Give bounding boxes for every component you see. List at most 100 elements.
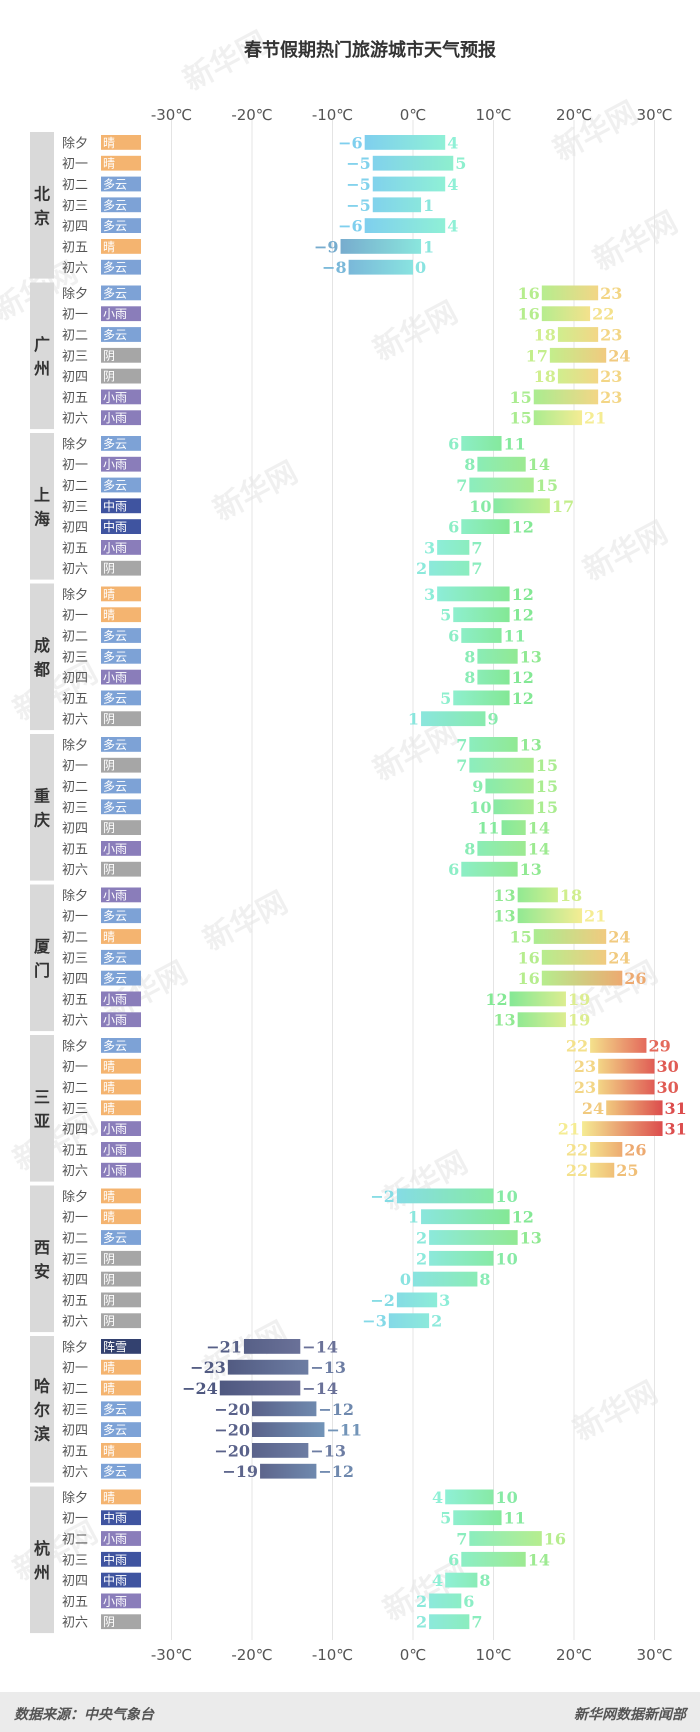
weather-label: 晴 — [103, 1101, 115, 1115]
weather-label: 阴 — [103, 712, 115, 726]
temp-range-bar — [429, 560, 470, 576]
weather-badge — [101, 1510, 141, 1526]
city-name: 杭州 — [33, 1539, 50, 1582]
temp-range-bar — [227, 1359, 309, 1375]
city-label-bg — [30, 884, 54, 1032]
high-temp-label: 30 — [657, 1057, 679, 1076]
temp-range-bar — [533, 929, 607, 944]
day-label: 初四 — [62, 972, 88, 987]
weather-label: 多云 — [103, 780, 127, 794]
high-temp-label: −13 — [310, 1441, 346, 1460]
high-temp-label: 12 — [512, 668, 534, 687]
credit: 新华网数据新闻部 — [574, 1707, 686, 1723]
high-temp-label: 23 — [600, 284, 622, 303]
weather-label: 中雨 — [103, 1510, 127, 1525]
temp-range-bar — [445, 1572, 478, 1588]
day-label: 初五 — [62, 541, 88, 556]
day-label: 初六 — [62, 412, 88, 427]
weather-badge — [101, 607, 141, 623]
day-label: 初六 — [62, 1616, 88, 1631]
high-temp-label: 24 — [608, 928, 630, 947]
temp-range-bar — [461, 436, 502, 451]
day-label: 除夕 — [62, 1491, 88, 1506]
temp-range-bar — [453, 607, 510, 623]
high-temp-label: −14 — [302, 1379, 338, 1398]
temp-range-bar — [541, 949, 607, 965]
temp-range-bar — [485, 778, 534, 794]
high-temp-label: 8 — [479, 1270, 490, 1289]
high-temp-label: 31 — [665, 1099, 687, 1118]
temp-range-bar — [533, 410, 583, 426]
high-temp-label: 23 — [600, 326, 622, 345]
weather-label: 晴 — [103, 1060, 115, 1074]
day-label: 初四 — [62, 370, 88, 385]
low-temp-label: 13 — [493, 907, 515, 926]
day-label: 初六 — [62, 1465, 88, 1480]
high-temp-label: 12 — [512, 1208, 534, 1227]
weather-badge — [101, 711, 141, 727]
weather-label: 多云 — [103, 1039, 127, 1053]
weather-badge — [101, 1614, 141, 1630]
weather-label: 晴 — [103, 157, 115, 171]
low-temp-label: −20 — [214, 1421, 250, 1440]
high-temp-label: 14 — [528, 1550, 550, 1569]
weather-label: 中雨 — [103, 1573, 127, 1588]
temp-range-bar — [598, 1079, 655, 1095]
low-temp-label: 21 — [558, 1120, 580, 1139]
high-temp-label: 14 — [528, 839, 550, 858]
temp-range-bar — [557, 327, 599, 342]
city-name: 重庆 — [33, 786, 50, 829]
data-source: 数据来源：中央气象台 — [14, 1707, 154, 1723]
weather-label: 阴 — [103, 863, 115, 877]
city-group: 西安除夕晴 −2 10初一晴 1 12初二 多云 2 13初三阴 2 10初四阴 0 8初五阴 −2 3初… — [30, 1185, 542, 1333]
weather-badge — [101, 1422, 141, 1437]
low-temp-label: 1 — [408, 710, 419, 729]
weather-badge — [101, 949, 141, 965]
city-label-bg — [30, 433, 54, 580]
temp-range-bar — [517, 908, 583, 924]
temp-range-bar — [517, 887, 558, 903]
low-temp-label: 16 — [518, 948, 540, 967]
high-temp-label: 9 — [487, 710, 498, 729]
temp-range-bar — [477, 456, 526, 472]
weather-label: 多云 — [103, 286, 127, 300]
weather-badge — [101, 887, 141, 903]
low-temp-label: 16 — [518, 284, 540, 303]
weather-label: 多云 — [103, 178, 127, 192]
low-temp-label: 23 — [574, 1057, 596, 1076]
high-temp-label: −12 — [318, 1400, 354, 1419]
temp-range-bar — [582, 1121, 663, 1136]
temp-range-bar — [461, 1551, 526, 1567]
watermark-text: 新华网 — [568, 1375, 664, 1448]
low-temp-label: 7 — [456, 756, 467, 775]
temp-range-bar — [252, 1422, 325, 1437]
temp-range-bar — [469, 1531, 542, 1546]
day-label: 除夕 — [62, 889, 88, 904]
city-name: 广州 — [33, 335, 50, 378]
temp-range-bar — [437, 586, 510, 602]
weather-label: 小雨 — [103, 888, 127, 902]
day-label: 除夕 — [62, 588, 88, 603]
weather-badge — [101, 1551, 141, 1567]
weather-badge — [101, 389, 141, 405]
weather-badge — [101, 1012, 141, 1028]
low-temp-label: −5 — [346, 154, 371, 173]
temp-range-bar — [533, 389, 599, 405]
day-label: 初三 — [62, 951, 88, 966]
temp-range-bar — [477, 841, 526, 856]
temp-range-bar — [517, 1012, 566, 1028]
city-group: 广州除夕 多云 16 23初一 小雨 16 22初二 多云 18 23初三阴 17 24初四阴 18 23… — [30, 282, 630, 430]
weather-badge — [101, 477, 141, 493]
weather-badge — [101, 628, 141, 643]
temp-range-bar — [388, 1313, 430, 1329]
day-label: 初三 — [62, 801, 88, 816]
temp-range-bar — [541, 970, 623, 986]
x-tick-label-top: -30℃ — [151, 106, 192, 124]
low-temp-label: 8 — [464, 455, 475, 474]
low-temp-label: −5 — [346, 196, 371, 215]
day-label: 初三 — [62, 199, 88, 214]
temp-range-bar — [429, 1614, 470, 1630]
weather-badge — [101, 820, 141, 835]
day-label: 初六 — [62, 562, 88, 577]
